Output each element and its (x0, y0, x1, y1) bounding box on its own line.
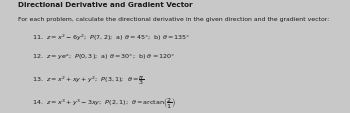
Text: 11.  $z = x^2 - 6y^2$;  $P(7,2)$;  a) $\theta = 45°$;  b) $\theta = 135°$: 11. $z = x^2 - 6y^2$; $P(7,2)$; a) $\the… (32, 33, 190, 43)
Text: 12.  $z = ye^x$;  $P(0,3)$;  a) $\theta = 30°$;  b) $\theta = 120°$: 12. $z = ye^x$; $P(0,3)$; a) $\theta = 3… (32, 53, 175, 62)
Text: Directional Derivative and Gradient Vector: Directional Derivative and Gradient Vect… (18, 2, 192, 8)
Text: 14.  $z = x^3 + y^3 - 3xy$;  $P(2,1)$;  $\theta = \arctan\!\left(\dfrac{2}{1}\ri: 14. $z = x^3 + y^3 - 3xy$; $P(2,1)$; $\t… (32, 95, 175, 109)
Text: For each problem, calculate the directional derivative in the given direction an: For each problem, calculate the directio… (18, 16, 329, 21)
Text: 13.  $z = x^2 + xy + y^2$;  $P(3,1)$;  $\theta = \dfrac{\pi}{3}$: 13. $z = x^2 + xy + y^2$; $P(3,1)$; $\th… (32, 73, 145, 86)
